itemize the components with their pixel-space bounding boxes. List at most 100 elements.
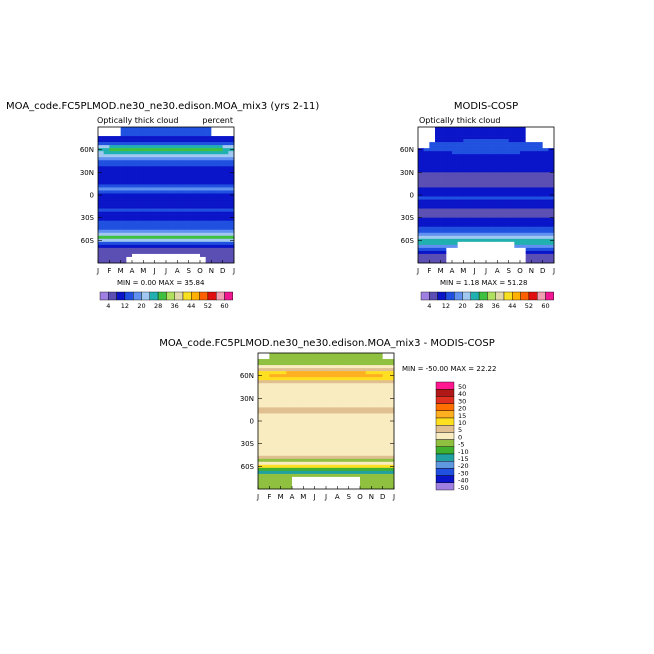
field-cell [228,214,235,218]
field-cell [469,220,475,225]
field-cell [331,392,338,396]
field-cell [314,452,321,457]
field-cell [188,244,195,249]
field-cell [520,157,526,161]
field-cell [491,247,498,252]
field-cell [343,452,349,457]
field-cell [435,178,441,182]
field-cell [103,166,110,170]
field-cell [360,395,366,399]
field-cell [382,425,389,429]
field-cell [269,425,276,429]
field-cell [491,139,498,143]
field-cell [343,434,349,438]
field-cell [303,422,310,426]
field-cell [337,362,344,366]
field-cell [531,199,538,203]
field-cell [343,446,349,451]
field-cell [429,232,436,237]
field-cell [377,446,383,451]
field-cell [542,217,549,221]
field-cell [280,416,287,420]
field-cell [109,238,116,243]
field-cell [418,139,424,143]
field-cell [98,166,104,170]
field-cell [548,244,555,249]
field-cell [435,214,441,218]
field-cell [228,199,235,203]
field-cell [205,151,212,155]
field-cell [320,464,327,469]
field-cell [486,166,492,170]
field-cell [222,145,229,149]
field-cell [137,196,144,200]
field-cell [280,440,287,444]
field-cell [297,467,304,472]
field-cell [297,395,304,399]
colorbar-label: -30 [458,469,469,477]
field-cell [143,226,150,231]
field-cell [371,383,378,387]
field-cell [377,413,383,417]
field-cell [137,148,144,152]
field-cell [303,443,310,447]
field-cell [508,172,515,176]
field-cell [326,443,332,447]
field-cell [183,247,189,252]
field-cell [469,253,475,258]
field-cell [537,217,543,221]
field-cell [469,232,475,237]
field-cell [314,482,321,487]
field-cell [542,148,549,152]
field-cell [525,250,532,255]
field-cell [154,199,161,203]
field-cell [263,353,270,357]
field-cell [418,163,424,167]
field-cell [377,398,383,402]
field-cell [211,163,218,167]
field-cell [343,407,349,411]
field-cell [343,440,349,444]
field-cell [132,187,138,191]
field-cell [429,139,436,143]
field-cell [520,136,526,140]
field-cell [365,476,372,481]
field-cell [103,157,110,161]
field-cell [503,127,509,131]
field-cell [463,244,470,249]
field-cell [188,259,195,264]
field-cell [103,187,110,191]
field-cell [109,250,116,255]
field-cell [205,160,212,164]
field-cell [228,247,235,252]
x-tick-label: J [232,267,235,275]
field-cell [377,458,383,463]
field-cell [497,205,504,209]
field-cell [452,130,458,134]
field-cell [314,464,321,469]
field-cell [440,172,447,176]
field-cell [508,241,515,246]
x-tick-label: F [267,493,271,501]
field-cell [211,178,218,182]
field-cell [275,461,281,466]
field-cell [222,178,229,182]
field-cell [503,154,509,158]
field-cell [160,181,167,185]
field-cell [337,464,344,469]
field-cell [137,220,144,225]
field-cell [258,395,264,399]
field-cell [469,241,475,246]
field-cell [228,259,235,264]
field-cell [126,217,133,221]
field-cell [423,187,430,191]
field-cell [126,220,133,225]
field-cell [115,211,121,215]
x-tick-label: J [96,267,99,275]
field-cell [171,127,178,131]
field-cell [292,449,298,454]
field-cell [132,181,138,185]
field-cell [269,485,276,490]
field-cell [222,187,229,191]
